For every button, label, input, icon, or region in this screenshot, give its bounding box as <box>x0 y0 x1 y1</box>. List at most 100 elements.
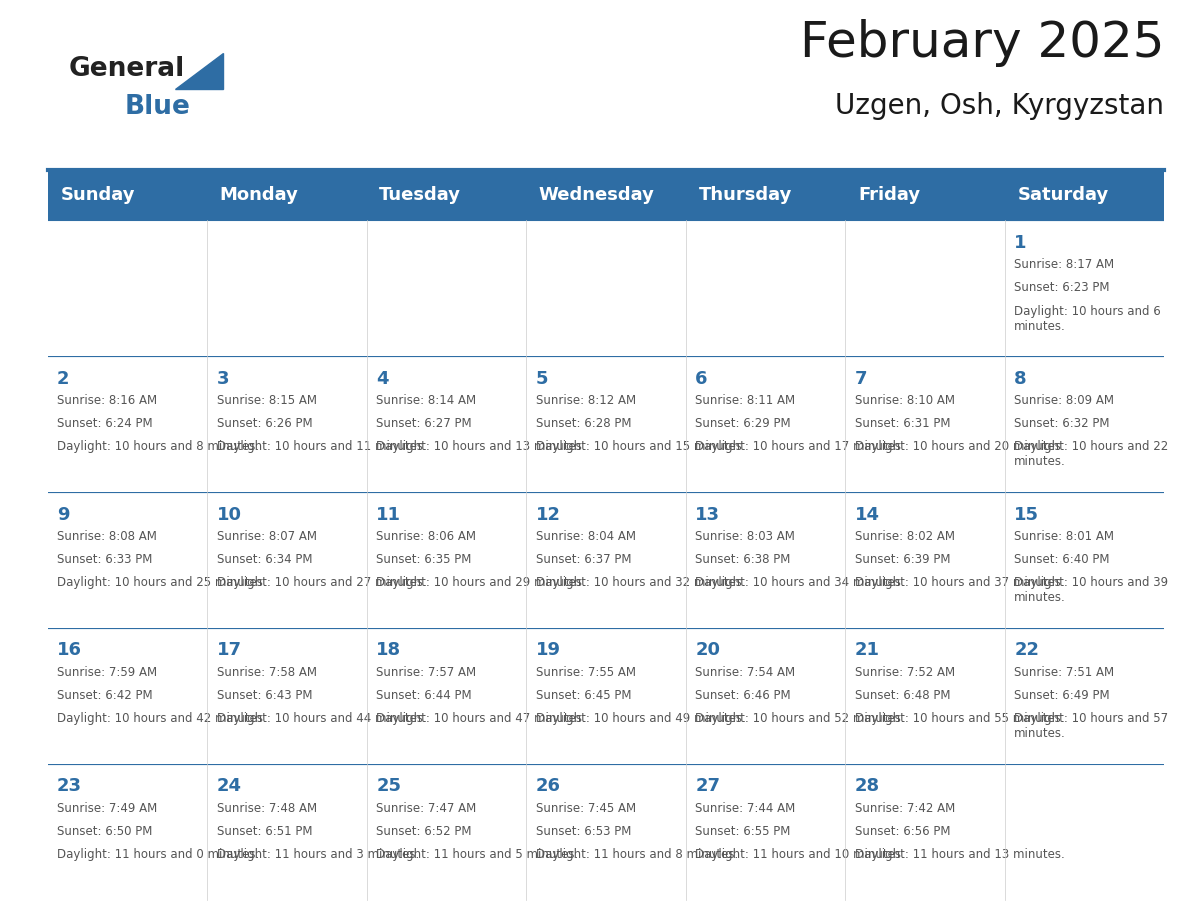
Text: Sunset: 6:33 PM: Sunset: 6:33 PM <box>57 554 152 566</box>
Text: Daylight: 10 hours and 52 minutes.: Daylight: 10 hours and 52 minutes. <box>695 712 905 725</box>
Text: Uzgen, Osh, Kyrgyzstan: Uzgen, Osh, Kyrgyzstan <box>835 92 1164 120</box>
Text: General: General <box>69 56 185 82</box>
Text: Blue: Blue <box>125 94 190 120</box>
Text: Daylight: 11 hours and 0 minutes.: Daylight: 11 hours and 0 minutes. <box>57 848 259 861</box>
Text: Sunrise: 8:09 AM: Sunrise: 8:09 AM <box>1015 394 1114 408</box>
Text: Daylight: 10 hours and 13 minutes.: Daylight: 10 hours and 13 minutes. <box>377 441 586 453</box>
Text: Sunset: 6:37 PM: Sunset: 6:37 PM <box>536 554 631 566</box>
Text: Daylight: 10 hours and 34 minutes.: Daylight: 10 hours and 34 minutes. <box>695 577 905 589</box>
Text: Sunset: 6:38 PM: Sunset: 6:38 PM <box>695 554 790 566</box>
Text: Sunset: 6:26 PM: Sunset: 6:26 PM <box>216 418 312 431</box>
Text: Sunset: 6:29 PM: Sunset: 6:29 PM <box>695 418 791 431</box>
Text: Daylight: 10 hours and 49 minutes.: Daylight: 10 hours and 49 minutes. <box>536 712 745 725</box>
Text: Sunset: 6:24 PM: Sunset: 6:24 PM <box>57 418 153 431</box>
Text: Sunrise: 8:15 AM: Sunrise: 8:15 AM <box>216 394 317 408</box>
Text: Sunrise: 7:55 AM: Sunrise: 7:55 AM <box>536 666 636 679</box>
Text: 20: 20 <box>695 642 720 659</box>
Text: Daylight: 10 hours and 57 minutes.: Daylight: 10 hours and 57 minutes. <box>1015 712 1169 740</box>
Text: Sunset: 6:56 PM: Sunset: 6:56 PM <box>854 825 950 838</box>
Text: Sunrise: 7:45 AM: Sunrise: 7:45 AM <box>536 801 636 815</box>
Text: Sunset: 6:53 PM: Sunset: 6:53 PM <box>536 825 631 838</box>
Text: 21: 21 <box>854 642 880 659</box>
Text: Sunrise: 8:14 AM: Sunrise: 8:14 AM <box>377 394 476 408</box>
Text: 10: 10 <box>216 506 241 523</box>
Text: 28: 28 <box>854 778 880 795</box>
Text: Sunrise: 8:11 AM: Sunrise: 8:11 AM <box>695 394 795 408</box>
Text: Sunset: 6:35 PM: Sunset: 6:35 PM <box>377 554 472 566</box>
Text: Sunrise: 8:03 AM: Sunrise: 8:03 AM <box>695 530 795 543</box>
Text: Sunrise: 7:44 AM: Sunrise: 7:44 AM <box>695 801 796 815</box>
Text: 12: 12 <box>536 506 561 523</box>
Text: Sunrise: 7:54 AM: Sunrise: 7:54 AM <box>695 666 795 679</box>
Text: 14: 14 <box>854 506 880 523</box>
Text: 22: 22 <box>1015 642 1040 659</box>
Polygon shape <box>175 53 223 89</box>
Text: Sunrise: 7:52 AM: Sunrise: 7:52 AM <box>854 666 955 679</box>
Text: 4: 4 <box>377 370 388 387</box>
Text: Sunrise: 7:51 AM: Sunrise: 7:51 AM <box>1015 666 1114 679</box>
Text: 25: 25 <box>377 778 402 795</box>
Text: Sunrise: 8:01 AM: Sunrise: 8:01 AM <box>1015 530 1114 543</box>
Text: 11: 11 <box>377 506 402 523</box>
Text: Sunset: 6:43 PM: Sunset: 6:43 PM <box>216 689 312 702</box>
Text: Sunrise: 7:42 AM: Sunrise: 7:42 AM <box>854 801 955 815</box>
Text: Sunrise: 8:02 AM: Sunrise: 8:02 AM <box>854 530 955 543</box>
Text: 9: 9 <box>57 506 70 523</box>
Text: Sunrise: 7:59 AM: Sunrise: 7:59 AM <box>57 666 157 679</box>
Text: Daylight: 11 hours and 8 minutes.: Daylight: 11 hours and 8 minutes. <box>536 848 738 861</box>
Text: Sunrise: 8:12 AM: Sunrise: 8:12 AM <box>536 394 636 408</box>
Text: Sunrise: 8:08 AM: Sunrise: 8:08 AM <box>57 530 157 543</box>
Text: Daylight: 11 hours and 10 minutes.: Daylight: 11 hours and 10 minutes. <box>695 848 905 861</box>
Text: Sunset: 6:27 PM: Sunset: 6:27 PM <box>377 418 472 431</box>
Text: 15: 15 <box>1015 506 1040 523</box>
Text: Sunrise: 7:48 AM: Sunrise: 7:48 AM <box>216 801 317 815</box>
Text: Daylight: 11 hours and 3 minutes.: Daylight: 11 hours and 3 minutes. <box>216 848 419 861</box>
Text: Sunset: 6:44 PM: Sunset: 6:44 PM <box>377 689 472 702</box>
Text: Daylight: 10 hours and 6 minutes.: Daylight: 10 hours and 6 minutes. <box>1015 305 1161 332</box>
Text: Sunset: 6:45 PM: Sunset: 6:45 PM <box>536 689 631 702</box>
Text: Sunset: 6:39 PM: Sunset: 6:39 PM <box>854 554 950 566</box>
Text: Sunrise: 7:57 AM: Sunrise: 7:57 AM <box>377 666 476 679</box>
Text: 16: 16 <box>57 642 82 659</box>
Text: Daylight: 10 hours and 11 minutes.: Daylight: 10 hours and 11 minutes. <box>216 441 426 453</box>
Text: Daylight: 11 hours and 13 minutes.: Daylight: 11 hours and 13 minutes. <box>854 848 1064 861</box>
Text: Sunrise: 8:16 AM: Sunrise: 8:16 AM <box>57 394 157 408</box>
Text: Sunset: 6:51 PM: Sunset: 6:51 PM <box>216 825 312 838</box>
FancyBboxPatch shape <box>48 170 1164 220</box>
Text: 7: 7 <box>854 370 867 387</box>
Text: 2: 2 <box>57 370 70 387</box>
Text: Daylight: 11 hours and 5 minutes.: Daylight: 11 hours and 5 minutes. <box>377 848 579 861</box>
Text: 23: 23 <box>57 778 82 795</box>
Text: Daylight: 10 hours and 42 minutes.: Daylight: 10 hours and 42 minutes. <box>57 712 267 725</box>
Text: 8: 8 <box>1015 370 1026 387</box>
Text: Sunset: 6:28 PM: Sunset: 6:28 PM <box>536 418 631 431</box>
Text: Daylight: 10 hours and 32 minutes.: Daylight: 10 hours and 32 minutes. <box>536 577 745 589</box>
Text: Sunset: 6:55 PM: Sunset: 6:55 PM <box>695 825 790 838</box>
Text: Friday: Friday <box>858 186 920 204</box>
Text: Sunrise: 7:47 AM: Sunrise: 7:47 AM <box>377 801 476 815</box>
Text: Daylight: 10 hours and 29 minutes.: Daylight: 10 hours and 29 minutes. <box>377 577 586 589</box>
Text: Sunset: 6:48 PM: Sunset: 6:48 PM <box>854 689 950 702</box>
Text: Sunrise: 8:04 AM: Sunrise: 8:04 AM <box>536 530 636 543</box>
Text: Sunday: Sunday <box>61 186 134 204</box>
Text: Daylight: 10 hours and 55 minutes.: Daylight: 10 hours and 55 minutes. <box>854 712 1064 725</box>
Text: Daylight: 10 hours and 8 minutes.: Daylight: 10 hours and 8 minutes. <box>57 441 259 453</box>
Text: Sunset: 6:46 PM: Sunset: 6:46 PM <box>695 689 791 702</box>
Text: Daylight: 10 hours and 15 minutes.: Daylight: 10 hours and 15 minutes. <box>536 441 745 453</box>
Text: Sunset: 6:49 PM: Sunset: 6:49 PM <box>1015 689 1110 702</box>
Text: Sunrise: 8:17 AM: Sunrise: 8:17 AM <box>1015 258 1114 272</box>
Text: Tuesday: Tuesday <box>379 186 461 204</box>
Text: 18: 18 <box>377 642 402 659</box>
Text: February 2025: February 2025 <box>800 19 1164 67</box>
Text: Sunrise: 8:06 AM: Sunrise: 8:06 AM <box>377 530 476 543</box>
Text: Daylight: 10 hours and 22 minutes.: Daylight: 10 hours and 22 minutes. <box>1015 441 1169 468</box>
Text: Sunset: 6:32 PM: Sunset: 6:32 PM <box>1015 418 1110 431</box>
Text: Daylight: 10 hours and 44 minutes.: Daylight: 10 hours and 44 minutes. <box>216 712 426 725</box>
Text: 1: 1 <box>1015 234 1026 252</box>
Text: Sunset: 6:34 PM: Sunset: 6:34 PM <box>216 554 312 566</box>
Text: Sunrise: 7:49 AM: Sunrise: 7:49 AM <box>57 801 157 815</box>
Text: Daylight: 10 hours and 25 minutes.: Daylight: 10 hours and 25 minutes. <box>57 577 267 589</box>
Text: 3: 3 <box>216 370 229 387</box>
Text: Sunset: 6:42 PM: Sunset: 6:42 PM <box>57 689 153 702</box>
Text: Sunset: 6:40 PM: Sunset: 6:40 PM <box>1015 554 1110 566</box>
